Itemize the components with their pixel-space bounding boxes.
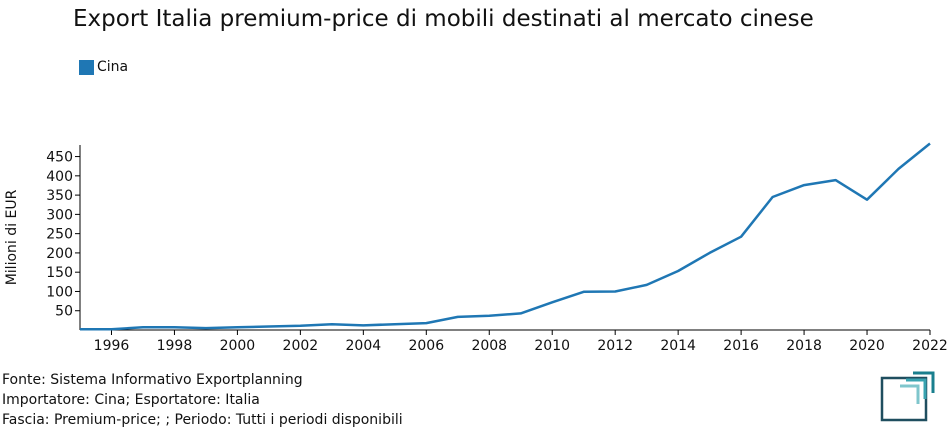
note-source: Fonte: Sistema Informativo Exportplannin… (2, 372, 303, 388)
x-tick-label: 1996 (94, 338, 130, 354)
x-tick-label: 2002 (283, 338, 319, 354)
legend-swatch (79, 59, 94, 75)
chart-title: Export Italia premium-price di mobili de… (73, 6, 814, 32)
note-importer: Importatore: Cina; Esportatore: Italia (2, 392, 260, 408)
y-tick-label: 250 (46, 227, 73, 243)
x-tick-label: 2012 (597, 338, 633, 354)
y-tick-label: 150 (46, 265, 73, 281)
x-tick-label: 2006 (408, 338, 444, 354)
exportplanning-logo-icon (880, 371, 935, 422)
legend-label: Cina (97, 59, 129, 75)
x-tick-label: 2020 (849, 338, 885, 354)
y-tick-label: 450 (46, 150, 73, 166)
legend: Cina (79, 59, 128, 75)
y-tick-label: 50 (55, 304, 73, 320)
x-tick-label: 2016 (723, 338, 759, 354)
y-tick-label: 350 (46, 188, 73, 204)
y-tick-label: 100 (46, 284, 73, 300)
y-axis-label: Milioni di EUR (4, 189, 20, 285)
x-tick-label: 2022 (912, 338, 948, 354)
x-tick-label: 2014 (660, 338, 696, 354)
x-tick-label: 2018 (786, 338, 822, 354)
y-tick-label: 300 (46, 207, 73, 223)
x-tick-label: 2008 (471, 338, 507, 354)
note-range: Fascia: Premium-price; ; Periodo: Tutti … (2, 412, 403, 428)
x-tick-label: 2004 (346, 338, 382, 354)
y-tick-label: 200 (46, 246, 73, 262)
x-tick-label: 1998 (157, 338, 193, 354)
series-line-cina (80, 142, 931, 331)
y-tick-label: 400 (46, 169, 73, 185)
x-tick-label: 2010 (534, 338, 570, 354)
source-notes: Fonte: Sistema Informativo Exportplannin… (2, 370, 403, 430)
x-tick-label: 2000 (220, 338, 256, 354)
